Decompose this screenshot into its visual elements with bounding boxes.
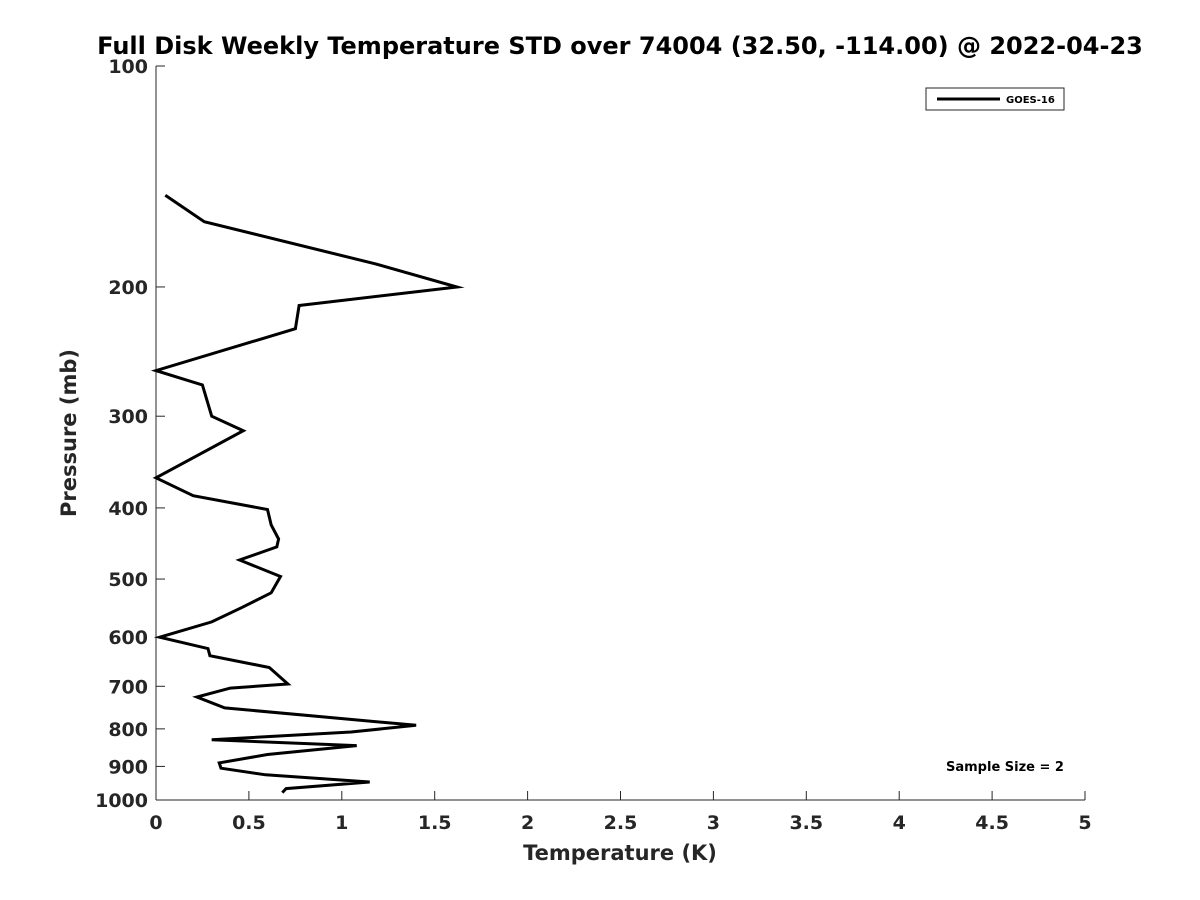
y-tick-label: 900 [108,756,148,778]
chart-title: Full Disk Weekly Temperature STD over 74… [97,32,1143,60]
series-layer [150,194,465,794]
x-tick-label: 2.5 [604,812,638,834]
x-tick-label: 1 [335,812,348,834]
x-tick-label: 1.5 [418,812,452,834]
x-tick-label: 4 [893,812,906,834]
x-tick-label: 0 [149,812,162,834]
x-axis-label: Temperature (K) [523,841,717,865]
plot-axes [155,66,1085,801]
y-tick-label: 800 [108,719,148,741]
x-tick-label: 3 [707,812,720,834]
x-tick-label: 3.5 [789,812,823,834]
y-tick-label: 600 [108,627,148,649]
sample-size-annotation: Sample Size = 2 [946,760,1064,775]
y-tick-label: 500 [108,569,148,591]
legend-entry-goes-16: GOES-16 [1006,95,1055,106]
legend: GOES-16 [925,87,1065,111]
y-tick-label: 200 [108,277,148,299]
y-tick-label: 100 [108,56,148,78]
x-tick-label: 2 [521,812,534,834]
y-tick-label: 400 [108,498,148,520]
y-tick-label: 300 [108,406,148,428]
y-ticks: 100 200 300 400 500 600 700 800 900 1000 [95,56,165,812]
x-tick-label: 5 [1078,812,1091,834]
x-tick-label: 0.5 [232,812,266,834]
series-line-goes-16 [150,194,465,794]
y-axis-label: Pressure (mb) [57,349,81,517]
y-tick-label: 1000 [95,790,148,812]
x-tick-label: 4.5 [975,812,1009,834]
y-tick-label: 700 [108,676,148,698]
x-ticks: 0 0.5 1 1.5 2 2.5 3 3.5 4 4.5 5 [149,791,1092,834]
